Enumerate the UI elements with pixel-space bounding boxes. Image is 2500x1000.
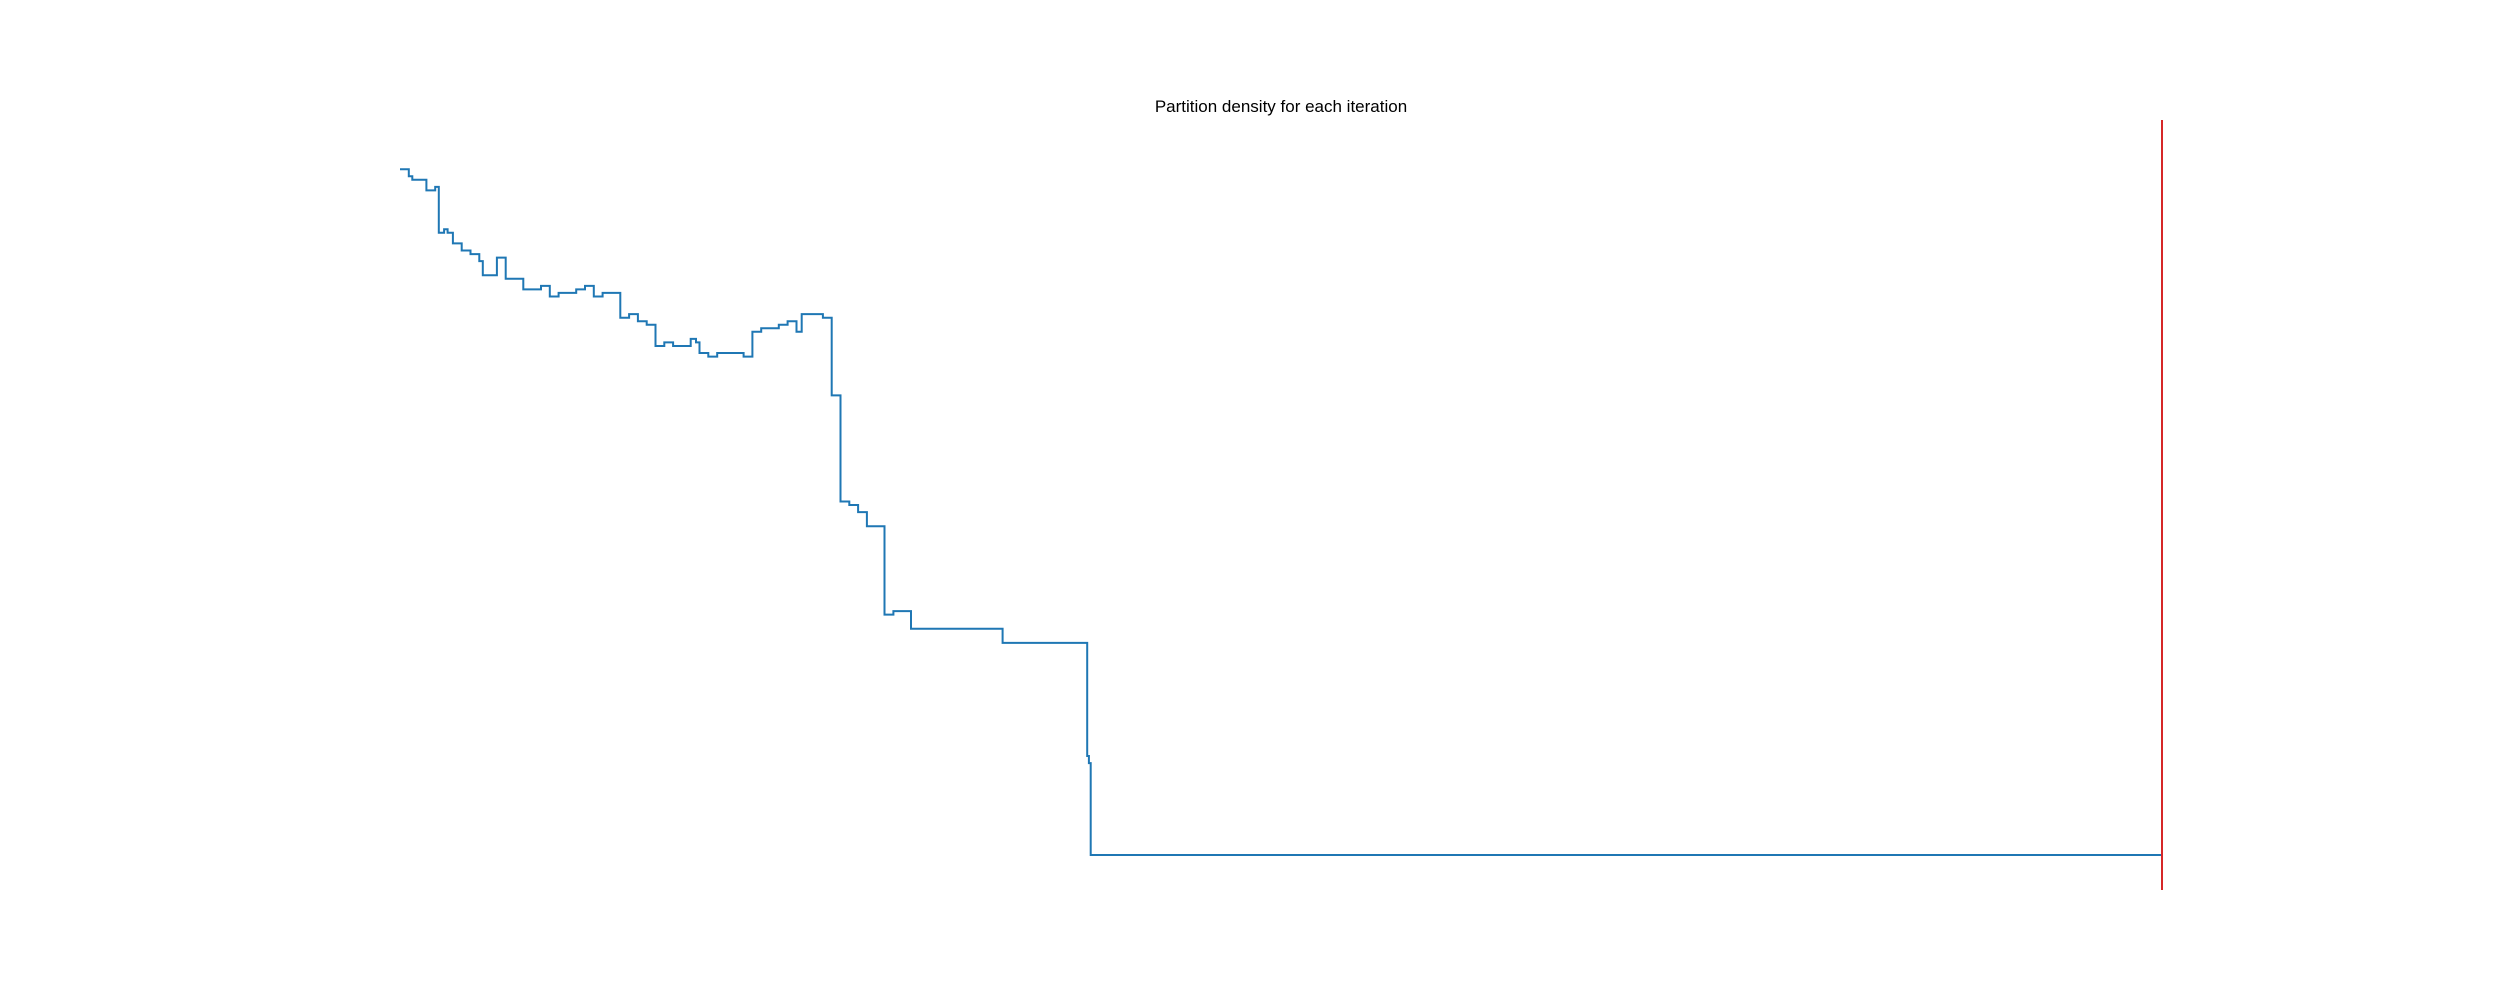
chart-title: Partition density for each iteration	[1155, 97, 1407, 116]
series-line-0	[400, 168, 2162, 856]
plot-area	[400, 120, 2163, 890]
